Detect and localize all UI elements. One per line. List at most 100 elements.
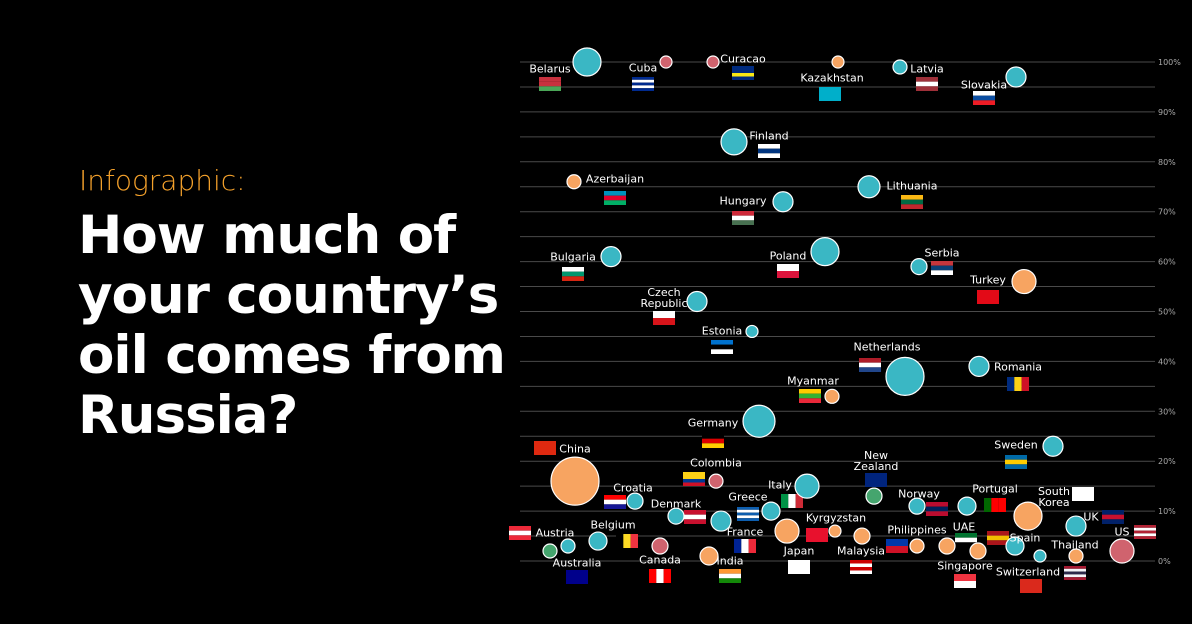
- flag: [732, 211, 754, 216]
- y-tick-label: 100%: [1158, 58, 1181, 67]
- country-label: Myanmar: [787, 374, 839, 388]
- country-label: Colombia: [690, 456, 742, 470]
- flag: [663, 569, 671, 583]
- flag: [684, 514, 706, 520]
- country-label: Bulgaria: [550, 250, 596, 264]
- bubble: [710, 510, 732, 532]
- bubble: [572, 47, 602, 77]
- flag: [758, 153, 780, 158]
- country-label: Belgium: [590, 518, 636, 532]
- country-label: Lithuania: [886, 179, 938, 193]
- flag: [916, 77, 938, 82]
- flag: [799, 393, 821, 399]
- flag: [955, 542, 977, 547]
- flag: [901, 195, 923, 200]
- bubble: [588, 531, 608, 551]
- flag: [702, 443, 724, 448]
- country-label: Portugal: [972, 482, 1018, 496]
- bubble: [908, 497, 926, 515]
- bubble: [794, 473, 820, 499]
- flag: [901, 199, 923, 205]
- flag: [1134, 533, 1156, 537]
- flag: [850, 563, 872, 567]
- flag: [656, 569, 664, 583]
- title-line: your country’s: [78, 265, 499, 326]
- bubble: [824, 388, 840, 404]
- flag: [653, 311, 675, 318]
- flag: [509, 526, 531, 531]
- country-label: France: [726, 525, 764, 539]
- country-label: Norway: [898, 487, 940, 501]
- flag: [886, 546, 908, 553]
- flag: [683, 479, 705, 483]
- bubble: [957, 496, 977, 516]
- flag: [683, 475, 705, 479]
- bubble: [1033, 549, 1047, 563]
- flag: [1020, 579, 1042, 593]
- flag: [702, 438, 724, 444]
- flag: [859, 362, 881, 368]
- bubble: [772, 191, 794, 213]
- bubble: [686, 290, 708, 313]
- flag: [916, 81, 938, 87]
- flag: [732, 215, 754, 221]
- bubble: [865, 487, 883, 505]
- flag: [1072, 487, 1094, 501]
- flag: [1102, 510, 1124, 515]
- flag: [732, 73, 754, 77]
- flag: [741, 539, 749, 553]
- flag: [604, 495, 626, 500]
- country-label: UK: [1083, 510, 1099, 524]
- flag: [623, 534, 631, 548]
- country-label: Serbia: [924, 246, 960, 260]
- flag: [795, 494, 803, 508]
- flag: [901, 204, 923, 209]
- bubble: [774, 518, 800, 544]
- flag: [859, 367, 881, 372]
- flag: [865, 473, 887, 487]
- country-label: Belarus: [529, 62, 571, 76]
- flag: [1134, 530, 1156, 534]
- flag: [799, 398, 821, 403]
- country-label: Philippines: [887, 523, 947, 537]
- bubble: [667, 507, 685, 525]
- flag: [954, 581, 976, 588]
- flag: [632, 79, 654, 83]
- flag: [758, 148, 780, 154]
- country-label: Estonia: [701, 324, 743, 338]
- flag: [1064, 577, 1086, 580]
- flag: [973, 91, 995, 96]
- flag: [987, 535, 1009, 541]
- flag: [653, 318, 675, 325]
- flag: [509, 535, 531, 540]
- flag: [562, 267, 584, 272]
- country-label: Thailand: [1051, 538, 1099, 552]
- flag: [719, 578, 741, 583]
- bubble: [831, 55, 845, 69]
- flag: [1021, 377, 1029, 391]
- flag: [632, 82, 654, 86]
- bubble: [542, 543, 558, 559]
- flag: [850, 560, 872, 564]
- flag: [998, 498, 1006, 512]
- bubble: [708, 473, 724, 489]
- flag: [737, 512, 759, 516]
- bubble: [699, 546, 719, 566]
- flag: [973, 100, 995, 105]
- country-label: Canada: [639, 553, 681, 567]
- country-label: Kazakhstan: [800, 71, 864, 85]
- flag: [926, 502, 948, 507]
- bubble: [706, 55, 720, 69]
- flag: [926, 506, 948, 512]
- flag: [719, 573, 741, 579]
- country-label: Singapore: [937, 559, 993, 573]
- country-label: Turkey: [970, 273, 1006, 287]
- bubble: [1065, 515, 1087, 537]
- flag: [683, 482, 705, 486]
- flag: [711, 340, 733, 345]
- flag: [684, 519, 706, 524]
- country-label: Italy: [768, 478, 792, 492]
- flag: [630, 534, 638, 548]
- country-label: Cuba: [628, 61, 658, 75]
